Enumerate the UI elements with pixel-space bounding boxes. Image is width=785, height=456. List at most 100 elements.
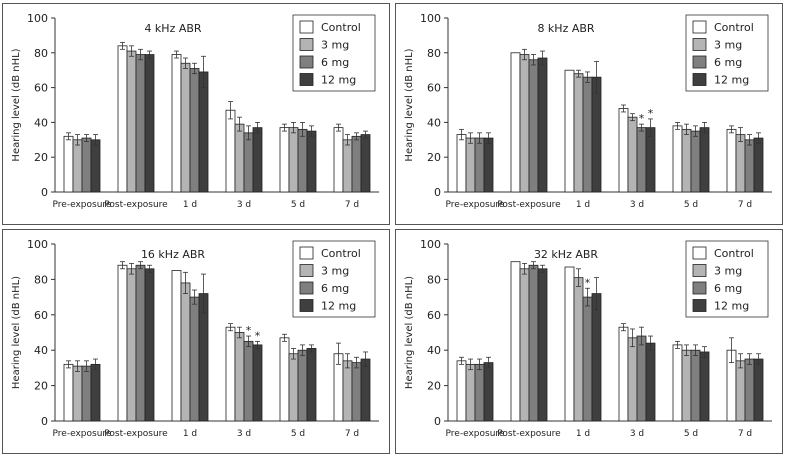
y-tick-label: 40: [427, 116, 441, 129]
error-bar-12-mg-3-d: [648, 118, 653, 137]
error-bar-12-mg-7-d: [756, 132, 761, 144]
bar-12-mg-pre-exposure: [483, 362, 494, 422]
y-tick-label: 80: [34, 47, 48, 60]
significance-marker: *: [246, 324, 252, 337]
bar-3-mg-pre-exposure: [72, 365, 83, 422]
y-tick-label: 40: [427, 344, 441, 357]
error-bar-control-3-d: [621, 323, 626, 332]
legend-label: 3 mg: [321, 39, 349, 52]
bar-12-mg-1-d: [198, 71, 209, 193]
error-bar-12-mg-3-d: [255, 122, 260, 134]
error-bar-6-mg-pre-exposure: [477, 358, 482, 371]
bar-12-mg-pre-exposure: [90, 139, 101, 193]
error-bar-12-mg-post-exposure: [147, 264, 152, 273]
legend-label: Control: [321, 21, 361, 34]
bar-control-post-exposure: [510, 52, 521, 193]
x-tick-label: Post-exposure: [497, 429, 561, 439]
bar-6-mg-1-d: [189, 68, 200, 193]
error-bar-6-mg-post-exposure: [138, 48, 143, 61]
x-tick-label: 5 d: [291, 429, 305, 439]
error-bar-3-mg-3-d: [237, 326, 242, 339]
bar-6-mg-post-exposure: [135, 264, 146, 422]
bar-6-mg-5-d: [690, 130, 701, 193]
bar-6-mg-pre-exposure: [81, 137, 92, 193]
error-bar-6-mg-1-d: [192, 289, 197, 305]
error-bar-12-mg-5-d: [309, 344, 314, 353]
bar-12-mg-7-d: [360, 358, 371, 422]
bar-12-mg-post-exposure: [144, 54, 155, 193]
y-tick-label: 60: [34, 82, 48, 95]
bar-control-1-d: [171, 54, 182, 193]
bar-12-mg-3-d: [252, 127, 263, 193]
chart-title: 32 kHz ABR: [534, 248, 598, 261]
chart-title: 16 kHz ABR: [141, 248, 205, 261]
error-bar-6-mg-7-d: [747, 134, 752, 146]
error-bar-3-mg-5-d: [291, 348, 296, 360]
bar-3-mg-7-d: [735, 134, 746, 193]
bar-6-mg-pre-exposure: [81, 365, 92, 422]
error-bar-control-post-exposure: [120, 261, 125, 270]
y-tick-label: 60: [427, 309, 441, 322]
chart-panel-16khz: 0 20 40 60 80 100 Hearing level (dB nHL) 16 kHz…: [2, 229, 390, 454]
error-bar-6-mg-3-d: [246, 335, 251, 348]
error-bar-6-mg-1-d: [585, 71, 590, 83]
error-bar-12-mg-post-exposure: [540, 264, 545, 273]
bar-control-3-d: [225, 109, 236, 193]
bar-6-mg-1-d: [582, 76, 593, 193]
error-bar-3-mg-7-d: [738, 127, 743, 142]
error-bar-6-mg-pre-exposure: [84, 360, 89, 372]
y-tick-label: 100: [27, 12, 48, 25]
legend-swatch-control: [299, 20, 314, 34]
significance-marker: *: [639, 112, 645, 125]
y-tick-label: 100: [420, 238, 441, 251]
bar-12-mg-7-d: [753, 358, 764, 422]
error-bar-3-mg-pre-exposure: [75, 360, 80, 372]
legend-label: 12 mg: [321, 300, 356, 313]
error-bar-6-mg-7-d: [354, 132, 359, 141]
error-bar-3-mg-7-d: [738, 353, 743, 369]
y-tick-label: 0: [434, 415, 441, 428]
error-bar-3-mg-1-d: [576, 268, 581, 287]
significance-marker: *: [255, 329, 261, 342]
error-bar-control-post-exposure: [120, 41, 125, 50]
legend-swatch-6-mg: [692, 55, 707, 69]
legend-label: Control: [714, 21, 754, 34]
bar-control-7-d: [726, 128, 737, 193]
significance-marker: *: [585, 276, 591, 289]
x-tick-label: Pre-exposure: [446, 200, 505, 210]
error-bar-3-mg-3-d: [630, 328, 635, 348]
x-tick-label: Post-exposure: [104, 200, 168, 210]
x-tick-label: 7 d: [738, 429, 752, 439]
legend-swatch-3-mg: [299, 38, 314, 51]
chart-title: 8 kHz ABR: [537, 22, 594, 35]
error-bar-12-mg-post-exposure: [540, 50, 545, 66]
y-tick-label: 60: [427, 82, 441, 95]
error-bar-3-mg-post-exposure: [129, 263, 134, 275]
y-tick-label: 0: [41, 415, 48, 428]
x-tick-label: 1 d: [576, 429, 590, 439]
error-bar-12-mg-pre-exposure: [93, 358, 98, 371]
legend-swatch-12-mg: [299, 299, 314, 312]
legend-swatch-6-mg: [299, 55, 314, 69]
legend-swatch-3-mg: [692, 264, 707, 277]
y-axis-label: Hearing level (dB nHL): [11, 276, 22, 389]
error-bar-3-mg-1-d: [183, 271, 188, 294]
bar-control-5-d: [279, 337, 290, 422]
legend-label: 6 mg: [321, 56, 349, 69]
bar-control-post-exposure: [117, 45, 128, 193]
bar-6-mg-3-d: [243, 132, 254, 193]
x-tick-label: Pre-exposure: [446, 429, 505, 439]
bar-12-mg-post-exposure: [537, 57, 548, 193]
legend-label: 3 mg: [714, 39, 742, 52]
bar-6-mg-7-d: [351, 135, 362, 193]
bar-12-mg-1-d: [591, 76, 602, 193]
error-bar-12-mg-pre-exposure: [486, 132, 491, 144]
x-tick-label: Pre-exposure: [53, 429, 112, 439]
error-bar-12-mg-7-d: [363, 130, 368, 139]
error-bar-6-mg-5-d: [300, 344, 305, 356]
error-bar-6-mg-3-d: [639, 326, 644, 346]
error-bar-3-mg-3-d: [630, 113, 635, 122]
y-axis-label: Hearing level (dB nHL): [404, 276, 415, 389]
bar-3-mg-1-d: [180, 282, 191, 422]
bar-control-3-d: [618, 108, 629, 193]
